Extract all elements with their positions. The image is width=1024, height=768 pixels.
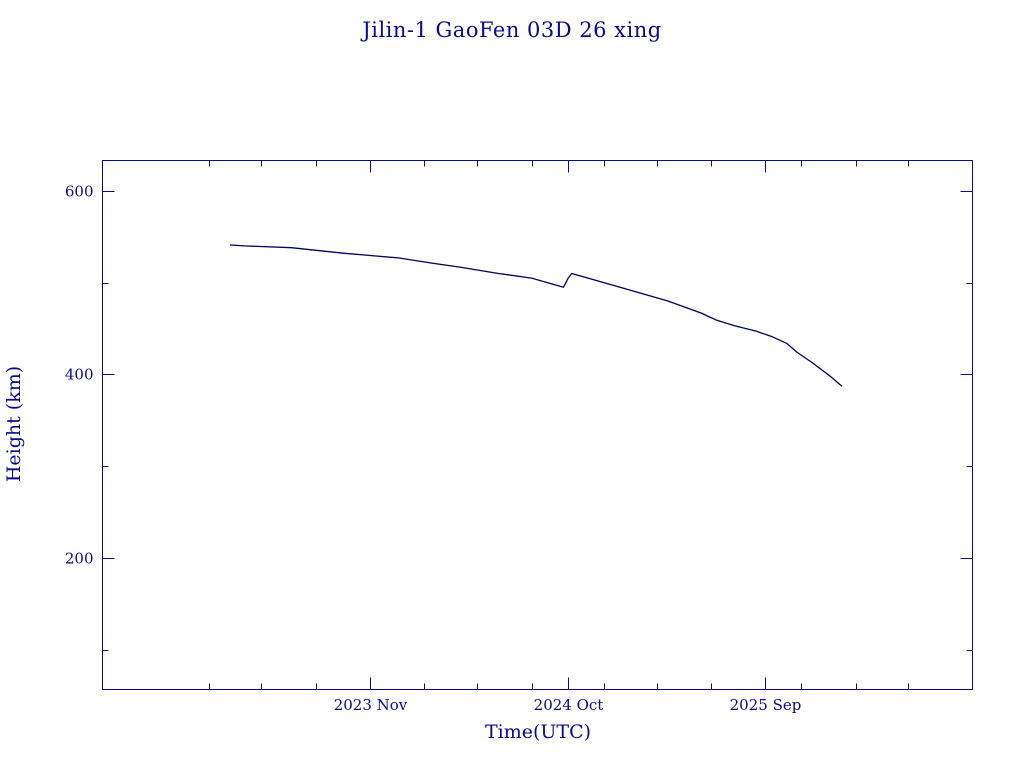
- x-tick-label: 2024 Oct: [534, 696, 604, 714]
- y-axis-label: Height (km): [3, 366, 25, 482]
- y-tick-label: 400: [65, 366, 94, 384]
- x-tick-label: 2023 Nov: [334, 696, 408, 714]
- y-tick-label: 200: [65, 550, 94, 568]
- y-tick-label: 600: [65, 183, 94, 201]
- x-tick-label: 2025 Sep: [730, 696, 802, 714]
- x-axis-label: Time(UTC): [485, 721, 591, 743]
- chart-title: Jilin-1 GaoFen 03D 26 xing: [360, 18, 661, 42]
- orbit-height-line: [229, 244, 843, 387]
- series-layer: [229, 244, 843, 387]
- plot-frame: [102, 160, 973, 690]
- axis-ticks: 200 400 600 2023 Nov 2024 Oct 2025 Sep: [65, 160, 973, 714]
